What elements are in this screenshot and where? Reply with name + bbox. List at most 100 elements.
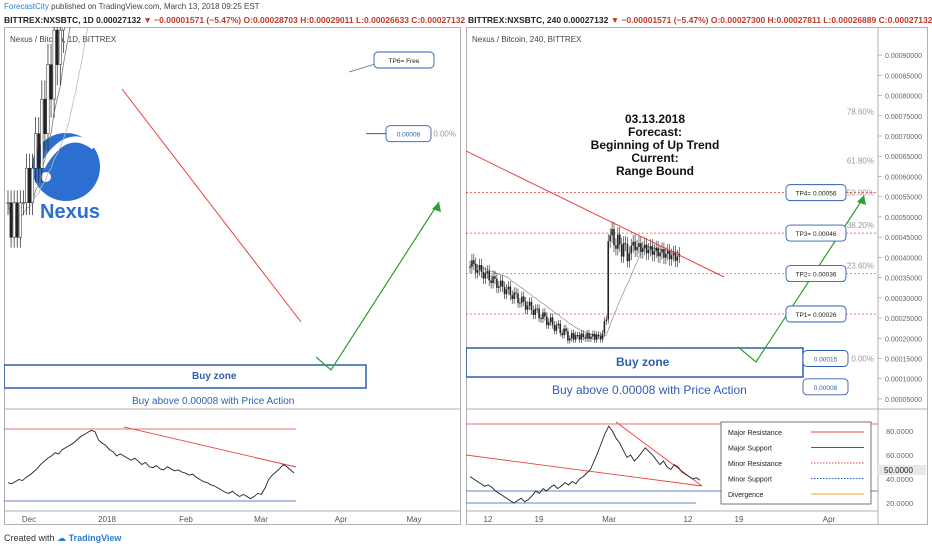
right-candle-body <box>569 338 571 341</box>
right-candle-body <box>499 280 502 287</box>
right-candle-body <box>588 333 590 339</box>
right-candle-body <box>534 308 537 315</box>
right-candle-body <box>471 260 473 267</box>
right-rsi-tick: 20.0000 <box>886 499 913 508</box>
publisher-line: ForecastCity published on TradingView.co… <box>4 2 260 11</box>
right-candle-body <box>601 333 604 340</box>
right-rsi-tick: 60.0000 <box>886 451 913 460</box>
right-xaxis-label: Mar <box>602 515 616 524</box>
right-candle-body <box>521 296 523 303</box>
right-candle-body <box>613 229 615 246</box>
left-candle-body <box>55 29 59 65</box>
footer-brand[interactable]: TradingView <box>68 533 122 543</box>
right-candle-body <box>511 295 514 300</box>
left-level-box <box>373 51 435 69</box>
right-rsi-line <box>469 425 701 504</box>
right-level-box <box>802 350 849 367</box>
right-candle-body <box>663 249 665 258</box>
right-candle-body <box>655 247 658 252</box>
right-candle-body <box>657 247 659 257</box>
right-candle-body <box>578 335 581 340</box>
right-candle-body <box>665 253 667 258</box>
right-candle-body <box>557 323 560 326</box>
right-candle-body <box>594 333 596 340</box>
left-bullish-projection <box>315 201 440 371</box>
publisher-text: published on TradingView.com, March 13, … <box>48 2 260 11</box>
left-candle-body <box>18 202 22 238</box>
right-candle-body <box>553 324 556 331</box>
right-candle-body <box>580 333 583 340</box>
right-candle-body <box>492 276 494 284</box>
right-yaxis-ticks: 0.00090000 0.00085000 0.00080000 0.00075000… <box>878 53 922 404</box>
left-candle-body <box>40 98 44 169</box>
right-candle-body <box>590 336 592 339</box>
right-ytick-label: 0.00065000 <box>885 154 922 161</box>
right-candle-body <box>513 292 515 300</box>
right-fib-label: 0.00% <box>851 355 874 364</box>
left-candle-body <box>34 133 38 169</box>
right-ytick-label: 0.00025000 <box>885 316 922 323</box>
right-xaxis-labels: 12 19 Mar 12 19 Apr <box>484 515 836 524</box>
right-ohlc-values: O:0.00027300 H:0.00027811 L:0.00026889 C… <box>710 15 932 25</box>
right-xaxis-label: 19 <box>735 515 744 524</box>
nexus-logo-swoosh <box>39 136 96 169</box>
right-ytick-label: 0.00060000 <box>885 174 922 181</box>
legend-item-label: Minor Resistance <box>728 461 782 468</box>
left-resistance-trendline <box>121 88 302 323</box>
right-candle-body <box>482 272 485 279</box>
left-candle-body <box>37 133 41 169</box>
nexus-logo-text: Nexus <box>40 201 100 223</box>
right-ytick-label: 0.00015000 <box>885 357 922 364</box>
right-candle-body <box>574 335 577 340</box>
right-candle-body <box>549 317 552 323</box>
right-ytick-label: 0.00050000 <box>885 215 922 222</box>
left-fib-label: 0.00% <box>433 130 456 139</box>
right-open-price: 0.00027132 <box>563 15 609 25</box>
right-candle-body <box>638 243 640 247</box>
right-xaxis-label: 12 <box>684 515 693 524</box>
right-candle-body <box>469 266 471 268</box>
right-candle-body <box>551 317 554 325</box>
right-candle-body <box>584 337 586 339</box>
right-ytick-label: 0.00030000 <box>885 296 922 303</box>
right-candle-body <box>538 308 540 319</box>
right-candle-body <box>570 333 573 339</box>
left-candle-body <box>58 29 62 65</box>
left-buy-zone <box>4 364 367 389</box>
right-ytick-label: 0.00070000 <box>885 134 922 141</box>
right-level-box <box>802 378 849 396</box>
right-candle-body <box>615 245 617 249</box>
forecast-line4: Range Bound <box>616 164 694 178</box>
left-candle-body <box>21 202 25 204</box>
right-fib-label: 38.20% <box>847 221 874 230</box>
right-candle-body <box>546 316 548 326</box>
right-chart-title: Nexus / Bitcoin, 240, BITTREX <box>472 35 582 44</box>
legend-box: Major Resistance Major Support Minor Resis… <box>720 421 872 505</box>
right-candle-body <box>486 271 489 273</box>
right-fib-label: 50.00% <box>847 189 874 198</box>
right-candle-body <box>507 286 510 290</box>
right-bullish-projection <box>737 196 865 363</box>
publisher-brand[interactable]: ForecastCity <box>4 2 49 11</box>
right-rsi-divergence-low <box>466 454 703 487</box>
right-level-label: 0.00008 <box>814 385 838 392</box>
left-open-price: 0.00027132 <box>96 15 142 25</box>
right-candle-body <box>666 250 669 254</box>
right-candle-body <box>605 319 608 321</box>
right-candle-body <box>542 312 544 319</box>
left-level-label: 0.00008 <box>397 132 421 139</box>
left-panel-frame <box>4 27 461 525</box>
left-candle-body <box>61 27 65 31</box>
left-candle-body <box>49 64 53 100</box>
right-candle-body <box>517 293 519 304</box>
right-symbol: BITTREX:NXSBTC, 240 <box>468 15 562 25</box>
left-candle-body <box>46 64 50 134</box>
right-candle-body <box>609 235 611 242</box>
right-candle-body <box>559 323 562 334</box>
right-ohlc-header: BITTREX:NXSBTC, 240 0.00027132 ▼ −0.0000… <box>468 15 932 25</box>
right-candle-body <box>536 308 538 310</box>
left-candle-body <box>28 167 31 203</box>
right-candle-body <box>561 333 563 336</box>
right-candle-body <box>595 334 598 340</box>
left-level-label: TP6= Free <box>389 58 420 65</box>
